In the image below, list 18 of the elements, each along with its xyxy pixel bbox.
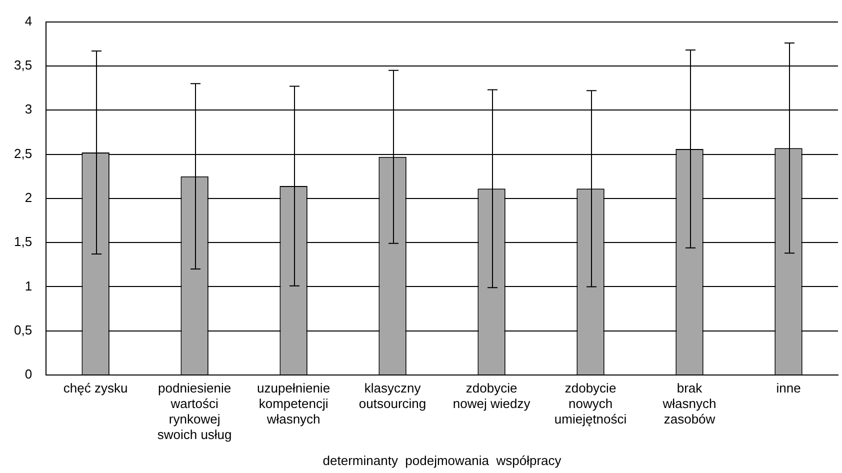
- y-tick-label: 1: [24, 278, 32, 294]
- y-tick-label: 2,5: [14, 146, 32, 161]
- y-tick-label: 2: [24, 190, 32, 205]
- y-tick-label: 3: [24, 102, 32, 117]
- x-tick-label: inne: [776, 380, 801, 396]
- y-tick-label: 1,5: [14, 234, 32, 250]
- x-tick-label: klasyczny outsourcing: [358, 380, 426, 411]
- x-axis-title: determinanty podejmowania współpracy: [322, 452, 562, 468]
- y-tick-label: 0,5: [14, 322, 32, 338]
- x-tick-label: zdobycie nowych umiejętności: [554, 380, 627, 427]
- y-tick-label: 3,5: [14, 58, 32, 73]
- y-tick-label: 4: [24, 13, 32, 28]
- x-tick-label: uzupełnienie kompetencji własnych: [257, 380, 330, 427]
- x-tick-label: zdobycie nowej wiedzy: [452, 380, 531, 411]
- x-tick-label: podniesienie wartości rynkowej swoich usług: [157, 380, 232, 442]
- x-tick-label: chęć zysku: [63, 380, 128, 396]
- y-tick-label: 0: [24, 366, 32, 382]
- x-tick-label: brak własnych zasobów: [662, 380, 716, 427]
